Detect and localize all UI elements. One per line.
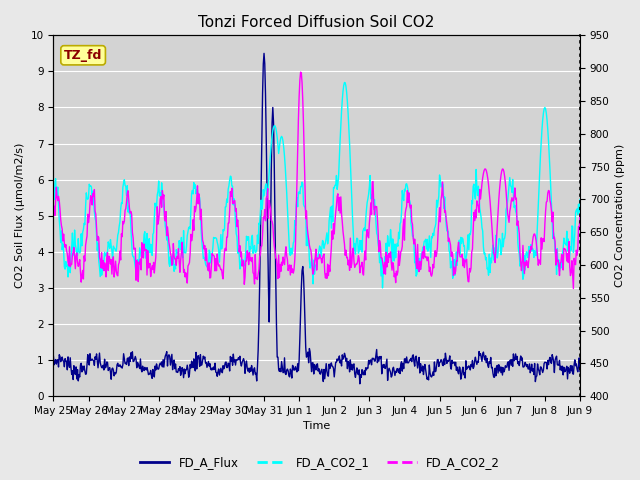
Line: FD_A_CO2_2: FD_A_CO2_2 — [53, 72, 580, 288]
Legend: FD_A_Flux, FD_A_CO2_1, FD_A_CO2_2: FD_A_Flux, FD_A_CO2_1, FD_A_CO2_2 — [135, 452, 505, 474]
Text: TZ_fd: TZ_fd — [64, 49, 102, 62]
Line: FD_A_Flux: FD_A_Flux — [53, 53, 580, 384]
Y-axis label: CO2 Soil Flux (μmol/m2/s): CO2 Soil Flux (μmol/m2/s) — [15, 143, 25, 288]
Title: Tonzi Forced Diffusion Soil CO2: Tonzi Forced Diffusion Soil CO2 — [198, 15, 435, 30]
Line: FD_A_CO2_1: FD_A_CO2_1 — [53, 83, 580, 288]
Y-axis label: CO2 Concentration (ppm): CO2 Concentration (ppm) — [615, 144, 625, 288]
X-axis label: Time: Time — [303, 421, 330, 432]
